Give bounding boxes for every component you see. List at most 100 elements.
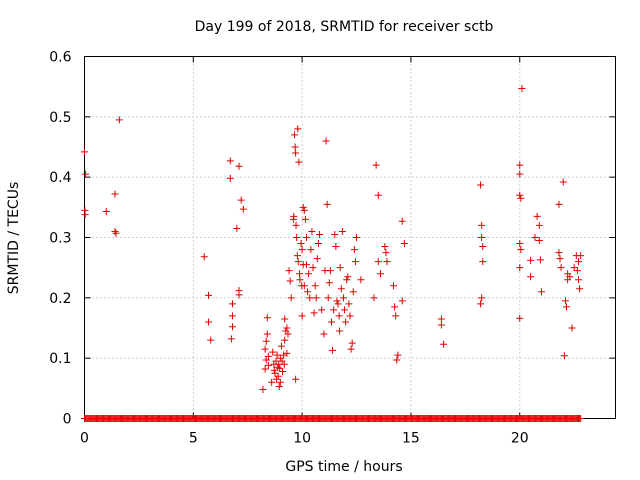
data-point xyxy=(398,217,406,225)
data-point xyxy=(336,327,344,335)
data-point xyxy=(291,131,299,139)
data-point xyxy=(577,252,585,260)
data-point xyxy=(314,240,322,248)
data-point xyxy=(226,174,234,182)
data-point xyxy=(337,285,345,293)
data-point xyxy=(575,276,583,284)
data-point xyxy=(292,375,300,383)
data-point xyxy=(311,282,319,290)
data-point xyxy=(316,230,324,238)
data-point xyxy=(335,312,343,320)
data-point xyxy=(296,276,304,284)
data-point xyxy=(286,277,294,285)
data-point xyxy=(331,230,339,238)
data-point xyxy=(531,234,539,241)
data-point xyxy=(330,306,338,314)
data-point xyxy=(281,336,289,344)
data-point xyxy=(329,346,337,354)
data-point xyxy=(398,297,406,305)
x-axis-label: GPS time / hours xyxy=(285,459,402,475)
data-point xyxy=(516,191,524,199)
data-point xyxy=(538,288,546,296)
data-point xyxy=(516,161,524,169)
data-point xyxy=(270,366,278,374)
data-point xyxy=(275,383,283,391)
data-point xyxy=(274,372,282,380)
data-point xyxy=(347,345,355,353)
data-point xyxy=(561,297,569,305)
data-point xyxy=(381,243,389,251)
data-point xyxy=(259,386,267,394)
data-point xyxy=(568,324,576,332)
data-point xyxy=(81,211,89,219)
data-point xyxy=(272,375,280,383)
y-tick-label: 0.3 xyxy=(49,231,71,247)
data-point xyxy=(226,157,234,165)
data-point xyxy=(516,170,524,178)
data-point xyxy=(477,181,485,189)
data-point xyxy=(370,294,378,302)
data-point xyxy=(233,224,241,232)
data-point xyxy=(324,294,332,302)
data-point xyxy=(349,288,357,296)
grid-lines xyxy=(84,56,616,419)
data-point xyxy=(345,300,353,308)
data-point xyxy=(264,361,272,369)
data-point xyxy=(283,349,291,357)
data-point xyxy=(205,318,213,326)
data-point xyxy=(200,253,208,261)
data-point xyxy=(302,261,310,269)
data-point xyxy=(320,330,328,338)
data-point xyxy=(535,237,543,245)
data-point xyxy=(235,162,243,170)
data-point xyxy=(341,306,349,314)
data-point xyxy=(276,354,284,362)
x-tick-label: 5 xyxy=(189,431,198,447)
data-point xyxy=(302,234,310,241)
data-point xyxy=(383,258,391,266)
chart-title: Day 199 of 2018, SRMTID for receiver sct… xyxy=(195,19,494,35)
data-point xyxy=(301,215,309,223)
data-point xyxy=(300,282,308,290)
data-point xyxy=(269,348,277,356)
data-point xyxy=(517,194,525,202)
data-point xyxy=(293,234,301,241)
data-point xyxy=(348,339,356,347)
data-point xyxy=(228,312,236,320)
x-tick-label: 0 xyxy=(80,431,89,447)
data-point xyxy=(294,125,302,133)
y-tick-label: 0 xyxy=(63,412,72,428)
data-point xyxy=(325,279,333,287)
data-point xyxy=(339,294,347,302)
data-point xyxy=(261,365,269,373)
data-point xyxy=(328,318,336,326)
data-point xyxy=(527,256,535,264)
data-point xyxy=(279,367,287,375)
data-point xyxy=(284,330,292,338)
data-point xyxy=(299,203,307,211)
data-point xyxy=(237,196,245,204)
y-tick-label: 0.4 xyxy=(49,170,71,186)
data-point xyxy=(308,227,316,235)
data-point xyxy=(479,243,487,251)
x-tick-label: 10 xyxy=(293,431,311,447)
data-point xyxy=(309,264,317,272)
data-point xyxy=(298,312,306,320)
data-point xyxy=(296,270,304,278)
data-point xyxy=(555,200,563,208)
data-point xyxy=(306,294,314,302)
data-point xyxy=(81,148,88,156)
data-point xyxy=(262,337,270,345)
data-points xyxy=(81,84,585,422)
y-tick-label: 0.2 xyxy=(49,291,71,307)
data-point xyxy=(343,276,351,284)
data-point xyxy=(207,336,215,344)
data-point xyxy=(560,352,568,360)
data-point xyxy=(573,267,581,275)
data-point xyxy=(318,306,326,314)
data-point xyxy=(382,249,390,257)
data-point xyxy=(305,270,313,278)
data-point xyxy=(333,297,341,305)
data-point xyxy=(268,378,276,386)
data-point xyxy=(437,315,445,323)
